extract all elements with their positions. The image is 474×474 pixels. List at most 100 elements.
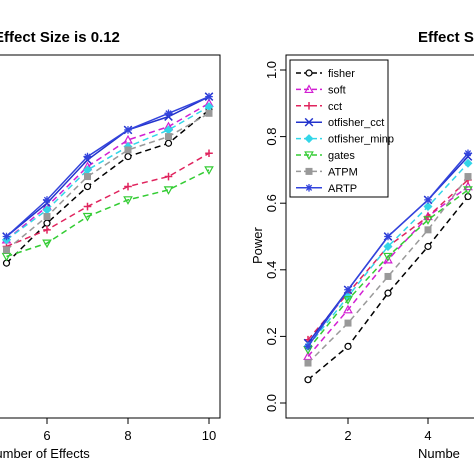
right-panel: Effect S 2 4 0.0 0.2 0.4 0.6 0.8 1.0 Power Numb… [250, 29, 474, 461]
legend-label: gates [328, 150, 355, 162]
legend-entry-ARTP: ARTP [296, 183, 357, 195]
data-point [384, 232, 392, 241]
data-point [84, 173, 91, 181]
series-gates [303, 186, 473, 355]
data-point [124, 152, 132, 161]
right-series [303, 149, 473, 384]
legend-entry-fisher: fisher [296, 68, 355, 80]
legend-entry-otfisher_minp: otfisher_minp [296, 134, 394, 146]
series-line [5, 95, 210, 238]
series-ARTP [2, 92, 213, 241]
legend-entry-otfisher_cct: otfisher_cct [296, 117, 384, 129]
data-point [384, 272, 392, 280]
left-x-axis-label: Number of Effects [0, 446, 90, 461]
data-point [304, 342, 312, 351]
x-tick-label: 6 [43, 428, 50, 443]
data-point [205, 92, 213, 101]
right-axes: 2 4 0.0 0.2 0.4 0.6 0.8 1.0 [264, 61, 432, 443]
series-line [307, 176, 469, 364]
legend-label: soft [328, 84, 346, 96]
data-point [43, 196, 51, 204]
y-tick-label: 0.8 [264, 128, 279, 146]
data-point [205, 109, 213, 117]
data-point [463, 158, 473, 168]
right-x-axis-label: Numbe [418, 446, 460, 461]
data-point [164, 172, 173, 181]
legend-entry-cct: cct [296, 101, 342, 113]
legend-marker [304, 134, 314, 144]
data-point [83, 182, 92, 191]
data-point [124, 182, 132, 191]
legend-marker [305, 167, 313, 175]
left-panel: Effect Size is 0.12 6 8 10 Number of Effec… [0, 29, 221, 461]
data-point [304, 359, 312, 367]
data-point [384, 289, 392, 297]
legend-entry-ATPM: ATPM [296, 166, 358, 178]
data-point [304, 376, 312, 384]
data-point [124, 146, 132, 154]
data-point [165, 133, 172, 141]
data-point [124, 126, 132, 134]
legend: fisher soft cct otfisher_cct otfisher_minpga… [289, 59, 394, 198]
x-tick-label: 2 [344, 428, 351, 443]
data-point [123, 196, 133, 205]
series-otfisher_cct [2, 92, 214, 241]
series-soft [303, 181, 473, 361]
data-point [383, 252, 393, 262]
series-line [5, 109, 210, 264]
data-point [204, 166, 214, 175]
series-soft [1, 98, 214, 244]
data-point [344, 342, 352, 350]
right-chart-title: Effect S [418, 29, 474, 46]
series-fisher [2, 106, 213, 267]
series-line [307, 185, 469, 357]
series-ATPM [3, 109, 213, 254]
x-tick-label: 10 [202, 428, 216, 443]
data-point [163, 186, 174, 195]
data-point [343, 304, 353, 314]
data-point [343, 296, 353, 305]
data-point [82, 212, 93, 222]
legend-marker [304, 84, 314, 94]
legend-entry-soft: soft [296, 84, 346, 96]
left-axes: 6 8 10 [43, 418, 216, 443]
data-point [464, 149, 472, 158]
legend-marker [304, 151, 314, 161]
data-point [463, 186, 473, 195]
legend-label: otfisher_cct [328, 117, 384, 129]
legend-label: otfisher_minp [328, 134, 394, 146]
series-otfisher_minp [1, 102, 214, 245]
y-tick-label: 1.0 [264, 61, 279, 79]
data-point [205, 149, 213, 158]
data-point [344, 285, 352, 294]
legend-label: ATPM [328, 166, 358, 178]
series-line [6, 95, 210, 238]
y-tick-label: 0.6 [264, 194, 279, 212]
left-series [1, 92, 214, 267]
series-line [6, 112, 210, 251]
series-line [6, 105, 210, 241]
series-line [6, 169, 210, 258]
y-tick-label: 0.2 [264, 327, 279, 345]
series-fisher [304, 192, 472, 384]
legend-marker [305, 102, 313, 110]
right-plot-frame [285, 54, 474, 419]
series-line [307, 196, 469, 381]
legend-marker [305, 184, 313, 192]
legend-label: cct [328, 101, 342, 113]
data-point [43, 213, 51, 221]
series-ATPM [304, 173, 472, 367]
series-otfisher_minp [303, 158, 473, 351]
data-point [43, 219, 51, 227]
legend-label: ARTP [328, 183, 357, 195]
data-point [303, 351, 313, 361]
series-gates [1, 166, 214, 262]
data-point [43, 226, 51, 234]
series-line [307, 189, 469, 351]
series-line [6, 152, 210, 248]
data-point [463, 181, 473, 191]
series-ARTP [304, 149, 472, 351]
y-tick-label: 0.4 [264, 261, 279, 279]
data-point [464, 173, 472, 181]
